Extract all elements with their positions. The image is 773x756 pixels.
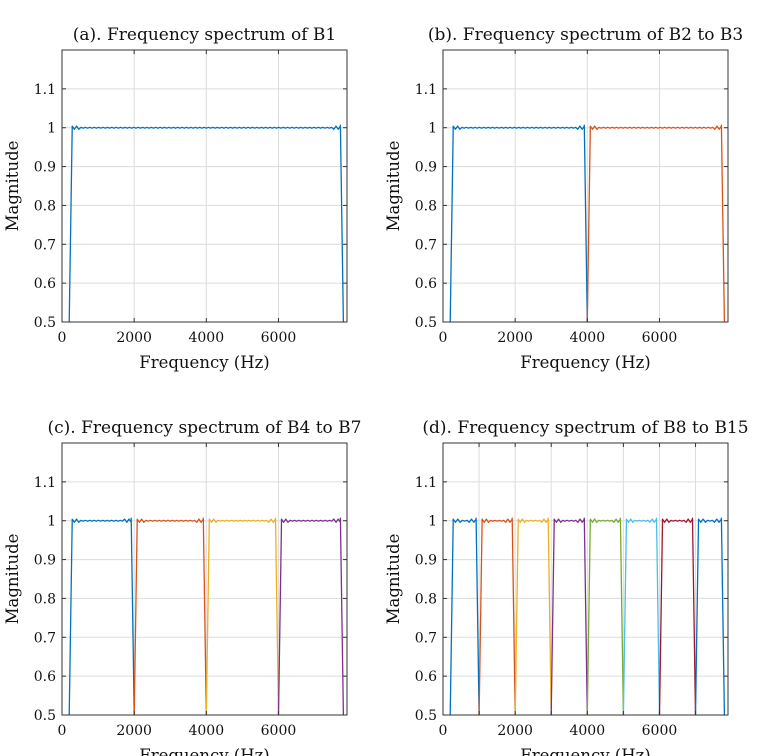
series-line-0: [68, 124, 345, 323]
series-line-7: [694, 517, 726, 716]
series-line-2: [514, 517, 552, 716]
y-tick-label: 0.5: [415, 315, 437, 331]
chart-panel-3: 0 2000 4000 6000 0.5 0.6 0.7 0.8 0.9 1 1.1 (d). Fre…: [384, 418, 749, 756]
series-line-2: [205, 517, 280, 716]
y-tick-label: 0.8: [415, 591, 437, 607]
x-tick-label: 6000: [642, 723, 678, 739]
chart-panel-2: 0 2000 4000 6000 0.5 0.6 0.7 0.8 0.9 1 1.1 (c). Fre…: [3, 418, 362, 756]
x-tick-label: 2000: [497, 723, 533, 739]
chart-title: (c). Frequency spectrum of B4 to B7: [48, 418, 362, 438]
series-line-0: [68, 517, 135, 716]
x-tick-label: 0: [439, 723, 448, 739]
x-axis-label: Frequency (Hz): [520, 746, 650, 756]
plot-frame: [61, 442, 348, 716]
y-axis-label: Magnitude: [384, 534, 403, 625]
chart-panel-1: 0 2000 4000 6000 0.5 0.6 0.7 0.8 0.9 1 1.1 (b). Fre…: [384, 25, 743, 372]
chart-title: (b). Frequency spectrum of B2 to B3: [428, 25, 743, 45]
series-line-3: [277, 517, 345, 716]
series-line-1: [478, 517, 516, 716]
y-tick-label: 1: [428, 514, 437, 530]
x-tick-label: 4000: [569, 723, 605, 739]
y-tick-label: 0.7: [415, 630, 437, 646]
x-tick-label: 6000: [261, 723, 297, 739]
plot-frame: [442, 49, 729, 323]
y-tick-label: 0.6: [415, 276, 437, 292]
plot-frame: [442, 442, 729, 716]
y-tick-label: 0.8: [34, 591, 56, 607]
y-tick-label: 1: [428, 121, 437, 137]
series-line-3: [550, 517, 588, 716]
x-tick-label: 6000: [261, 330, 297, 346]
series-line-4: [586, 517, 625, 716]
y-tick-label: 1: [47, 514, 56, 530]
x-tick-label: 4000: [188, 330, 224, 346]
x-tick-label: 4000: [188, 723, 224, 739]
x-tick-label: 2000: [497, 330, 533, 346]
y-tick-label: 0.9: [34, 553, 56, 569]
x-axis-label: Frequency (Hz): [139, 353, 269, 372]
y-tick-label: 1.1: [34, 475, 56, 491]
x-tick-label: 0: [58, 330, 67, 346]
y-tick-label: 0.7: [34, 237, 56, 253]
chart-title: (a). Frequency spectrum of B1: [73, 25, 336, 45]
y-axis-label: Magnitude: [3, 141, 22, 232]
y-tick-label: 1.1: [415, 82, 437, 98]
x-tick-label: 0: [58, 723, 67, 739]
x-tick-label: 2000: [116, 330, 152, 346]
y-tick-label: 0.8: [34, 198, 56, 214]
series-line-1: [586, 124, 726, 323]
y-tick-label: 0.9: [415, 160, 437, 176]
y-tick-label: 1.1: [415, 475, 437, 491]
y-tick-label: 0.6: [34, 669, 56, 685]
y-tick-label: 0.6: [34, 276, 56, 292]
y-tick-label: 0.5: [34, 708, 56, 724]
y-tick-label: 1.1: [34, 82, 56, 98]
y-axis-label: Magnitude: [3, 534, 22, 625]
y-tick-label: 0.7: [415, 237, 437, 253]
y-tick-label: 0.9: [415, 553, 437, 569]
y-axis-label: Magnitude: [384, 141, 403, 232]
series-line-0: [449, 124, 588, 323]
series-line-6: [658, 517, 697, 716]
series-line-0: [449, 517, 480, 716]
series-line-1: [133, 517, 207, 716]
series-line-5: [622, 517, 661, 716]
x-axis-label: Frequency (Hz): [520, 353, 650, 372]
y-tick-label: 0.5: [34, 315, 56, 331]
x-tick-label: 6000: [642, 330, 678, 346]
y-tick-label: 0.7: [34, 630, 56, 646]
x-tick-label: 2000: [116, 723, 152, 739]
x-tick-label: 0: [439, 330, 448, 346]
y-tick-label: 0.6: [415, 669, 437, 685]
plot-frame: [61, 49, 348, 323]
chart-title: (d). Frequency spectrum of B8 to B15: [422, 418, 748, 438]
y-tick-label: 1: [47, 121, 56, 137]
x-tick-label: 4000: [569, 330, 605, 346]
y-tick-label: 0.8: [415, 198, 437, 214]
y-tick-label: 0.5: [415, 708, 437, 724]
x-axis-label: Frequency (Hz): [139, 746, 269, 756]
chart-panel-0: 0 2000 4000 6000 0.5 0.6 0.7 0.8 0.9 1 1.1 (a). Fre…: [3, 25, 348, 372]
y-tick-label: 0.9: [34, 160, 56, 176]
